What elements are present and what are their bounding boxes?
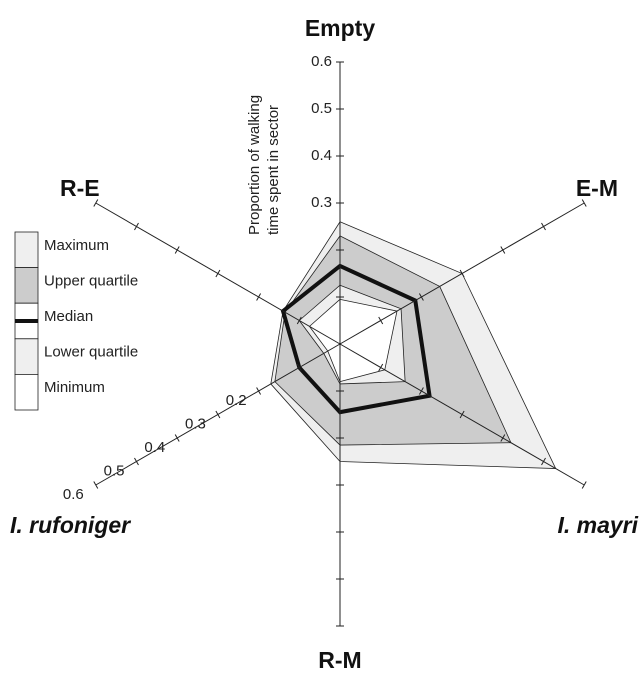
tick-mark: [215, 410, 221, 419]
tick-mark: [134, 457, 139, 466]
tick-mark: [581, 481, 587, 489]
category-label: I. mayri: [557, 512, 638, 538]
tick-label: 0.5: [311, 100, 332, 117]
tick-label: 0.5: [104, 462, 125, 479]
tick-mark: [174, 434, 180, 442]
category-label: I. rufoniger: [10, 512, 131, 538]
tick-mark: [459, 269, 465, 278]
legend-swatch: [14, 267, 39, 304]
tick-mark: [378, 363, 384, 372]
tick-mark: [418, 387, 424, 395]
tick-mark: [296, 316, 302, 325]
tick-mark: [541, 222, 546, 231]
legend-swatch: [14, 373, 39, 411]
tick-label: 0.3: [185, 415, 206, 432]
tick-mark: [256, 293, 262, 301]
tick-label: 0.3: [311, 194, 332, 211]
category-label: R-M: [318, 647, 361, 673]
tick-mark: [256, 387, 262, 395]
tick-mark: [134, 222, 139, 231]
legend-label: Minimum: [44, 379, 105, 396]
tick-mark: [418, 293, 424, 301]
legend-label: Median: [44, 308, 93, 325]
tick-mark: [500, 434, 506, 442]
tick-label: 0.2: [226, 392, 247, 409]
legend-label: Upper quartile: [44, 272, 138, 289]
category-label: R-E: [60, 175, 100, 201]
tick-mark: [174, 246, 180, 254]
tick-label: 0.6: [63, 486, 84, 503]
legend-swatch: [14, 338, 39, 375]
axis-title: Proportion of walking time spent in secto…: [246, 95, 282, 235]
category-label: E-M: [576, 175, 618, 201]
tick-mark: [296, 363, 302, 372]
tick-mark: [93, 481, 99, 489]
tick-mark: [215, 269, 221, 278]
tick-mark: [581, 199, 587, 207]
tick-mark: [378, 316, 384, 325]
tick-label: 0.6: [311, 53, 332, 70]
axis-title-line: time spent in sector: [265, 105, 282, 235]
legend-label: Lower quartile: [44, 344, 138, 361]
axis-title-line: Proportion of walking: [246, 95, 263, 235]
tick-label: 0.4: [311, 147, 332, 164]
tick-label: 0.4: [144, 439, 165, 456]
legend-label: Maximum: [44, 237, 109, 254]
tick-mark: [541, 457, 546, 466]
tick-mark: [500, 246, 506, 254]
tick-mark: [459, 410, 465, 419]
tick-mark: [93, 199, 99, 207]
category-label: Empty: [305, 15, 376, 41]
legend-swatch: [14, 231, 39, 268]
